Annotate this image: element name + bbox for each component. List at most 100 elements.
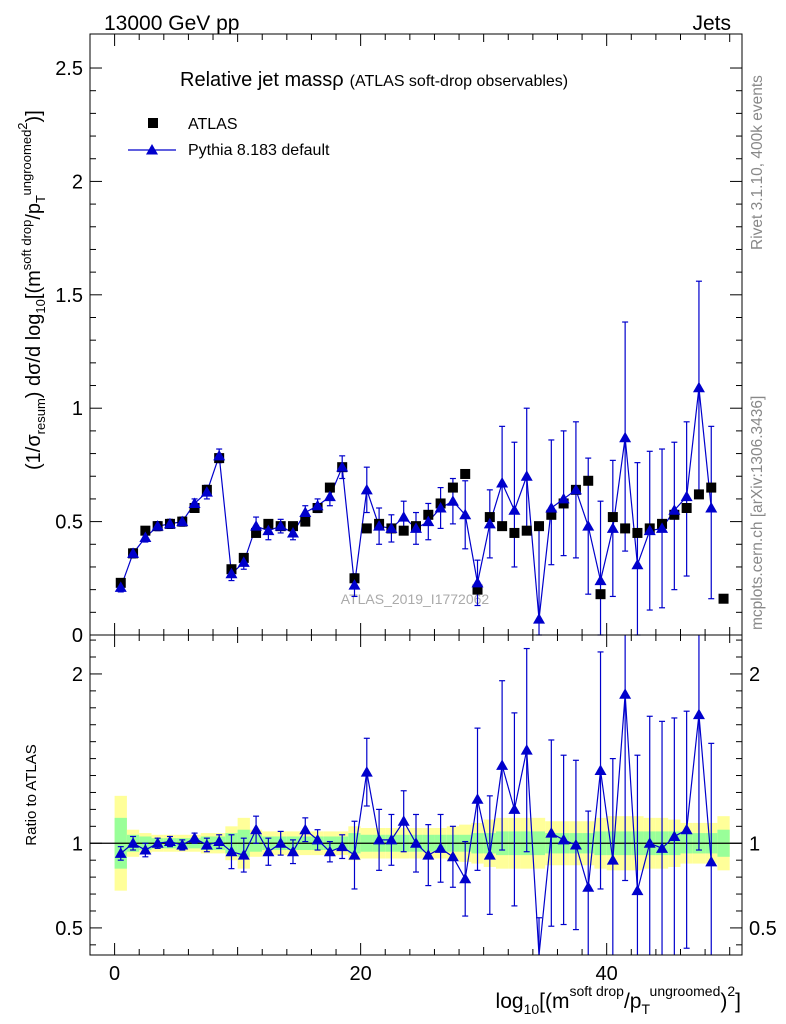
ratio-y-tick-label-right: 2 <box>749 664 760 686</box>
atlas-point <box>349 573 360 584</box>
mc-point <box>323 490 336 502</box>
ratio-point <box>631 884 644 896</box>
ratio-point <box>668 830 681 841</box>
legend: ATLAS Pythia 8.183 default <box>128 116 330 159</box>
mc-point <box>213 449 226 461</box>
ratio-points <box>114 688 718 896</box>
ratio-point <box>434 842 447 853</box>
ratio-point <box>163 835 176 847</box>
legend-atlas-marker <box>148 118 158 128</box>
xlabel-p7: ) <box>720 990 727 1013</box>
ratio-point <box>213 835 226 847</box>
ylabel-p1: resum <box>33 398 48 434</box>
ratio-point <box>606 854 619 865</box>
mc-point <box>311 499 324 511</box>
ratio-point <box>483 849 496 860</box>
ratio-point <box>446 850 459 862</box>
atlas-point <box>287 521 298 532</box>
mc-error-bars <box>117 280 715 636</box>
ratio-point <box>619 688 632 699</box>
mc-point <box>139 531 152 542</box>
ylabel-p0: (1/σ <box>23 434 45 470</box>
mc-point <box>631 558 644 570</box>
main-panel: 0 0.5 1 1.5 2 2.5 Relative jet massρ (ATLAS so… <box>15 33 743 647</box>
atlas-point <box>398 525 409 536</box>
ratio-point <box>496 759 509 770</box>
ratio-ticks <box>90 635 742 955</box>
watermark: ATLAS_2019_I1772062 <box>341 591 490 607</box>
atlas-point <box>669 509 680 520</box>
atlas-point <box>706 482 717 493</box>
x-axis-label: log10[(msoft drop/pTungroomed)2] <box>496 983 741 1017</box>
ratio-point <box>545 827 558 838</box>
mc-point <box>262 524 275 536</box>
ratio-point <box>557 833 570 845</box>
mc-point <box>446 495 459 506</box>
mc-point <box>286 526 299 538</box>
ylabel-p4: [(m <box>23 270 45 299</box>
ratio-panel: 0.5 0.5 1 1 2 2 0 20 40 Ratio to ATLAS log10[(m… <box>23 634 777 1017</box>
legend-atlas-label: ATLAS <box>188 116 238 133</box>
mc-point <box>360 483 373 495</box>
ratio-point <box>311 833 324 845</box>
mc-points <box>114 381 718 624</box>
ratio-point <box>459 872 472 884</box>
mcplots-label: mcplots.cern.ch [arXiv:1306.3436] <box>749 396 766 630</box>
atlas-point <box>693 489 704 500</box>
atlas-point <box>447 482 458 493</box>
mc-point <box>397 511 410 522</box>
atlas-point <box>509 527 520 538</box>
atlas-points <box>115 453 729 604</box>
ratio-point <box>582 881 595 892</box>
ratio-y-tick-label: 2 <box>72 664 83 686</box>
ylabel-p8: ungroomed <box>19 130 34 196</box>
atlas-point <box>583 475 594 486</box>
xlabel-p3: soft drop <box>569 983 624 999</box>
main-ylabel: (1/σresum) dσ/d log10[(msoft drop/pTungr… <box>15 110 48 470</box>
y-tick-label: 2 <box>72 171 83 193</box>
atlas-point <box>521 525 532 536</box>
mc-point <box>656 522 669 533</box>
atlas-point <box>263 518 274 529</box>
ratio-point <box>410 837 422 848</box>
mc-point <box>336 461 349 472</box>
atlas-point <box>140 525 151 536</box>
y-tick-label: 1 <box>72 398 83 420</box>
mc-point <box>680 490 693 502</box>
mc-point <box>127 547 140 558</box>
ratio-ylabel: Ratio to ATLAS <box>23 744 40 845</box>
mc-point <box>163 517 176 529</box>
mc-point <box>533 613 546 624</box>
ratio-point <box>188 832 201 843</box>
atlas-point <box>546 509 557 520</box>
xlabel-p8: 2 <box>727 983 735 999</box>
mc-point <box>692 381 705 393</box>
mc-point <box>705 501 718 513</box>
xlabel-p2: [(m <box>539 990 569 1013</box>
atlas-point <box>497 521 508 532</box>
mc-point <box>582 520 595 531</box>
mc-point <box>520 470 533 481</box>
ylabel-p10: )] <box>23 110 45 122</box>
mc-point <box>434 501 447 513</box>
ratio-point <box>680 823 693 835</box>
mc-point <box>422 515 435 527</box>
ratio-point <box>508 803 521 814</box>
mc-point <box>385 522 398 533</box>
legend-mc-marker <box>146 144 158 155</box>
ratio-y-tick-label-right: 0.5 <box>749 918 777 940</box>
atlas-point <box>251 527 262 538</box>
ratio-point <box>385 833 398 845</box>
mc-point <box>225 567 238 579</box>
ratio-point <box>225 845 238 857</box>
ylabel-p9: 2 <box>15 122 30 129</box>
mc-point <box>237 556 250 567</box>
mc-point <box>151 520 164 531</box>
ratio-y-tick-label-right: 1 <box>749 833 760 855</box>
y-tick-label: 0.5 <box>55 512 83 534</box>
xlabel-p4: /p <box>624 990 642 1013</box>
y-tick-label: 1.5 <box>55 285 83 307</box>
ratio-point <box>151 837 164 848</box>
ylabel-p7: T <box>33 195 48 203</box>
